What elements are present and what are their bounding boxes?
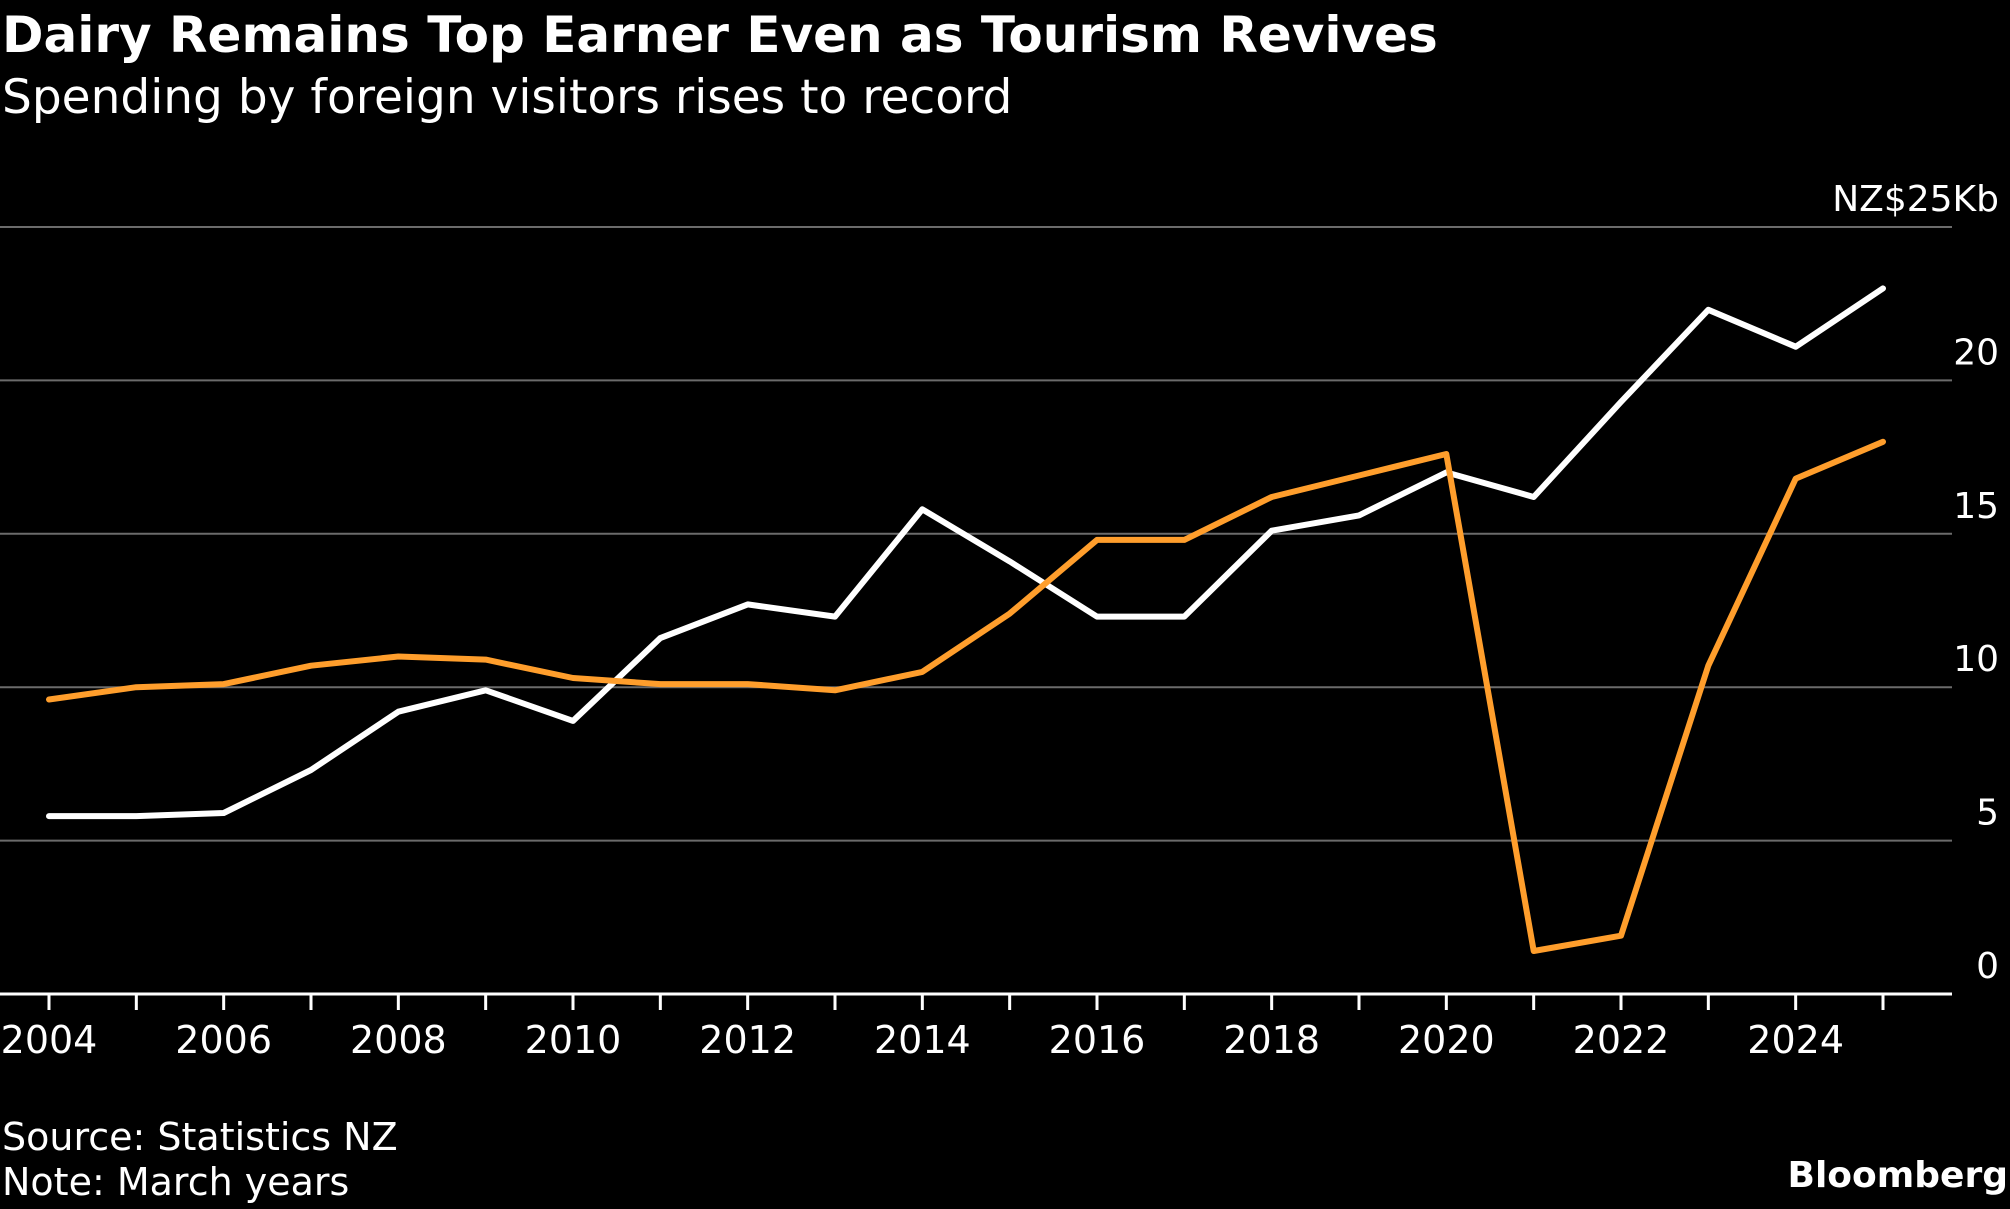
- x-axis-labels: 2004 2006 2008 2010 2012 2014 2016 2018 2020 2022…: [1, 1018, 1844, 1062]
- bloomberg-logo: Bloomberg: [1787, 1155, 2008, 1196]
- y-axis-labels: 0 5 10 15 20 NZ$25Kb: [1832, 179, 1999, 987]
- y-tick-label-0: 0: [1976, 946, 1999, 987]
- x-axis: [0, 992, 1952, 1010]
- source-note: Source: Statistics NZ: [2, 1115, 398, 1159]
- x-tick-label-2008: 2008: [350, 1018, 447, 1062]
- x-tick-label-2014: 2014: [874, 1018, 971, 1062]
- y-tick-label-20: 20: [1953, 332, 1999, 373]
- x-tick-label-2004: 2004: [1, 1018, 98, 1062]
- y-tick-label-10: 10: [1953, 639, 1999, 680]
- x-tick-label-2020: 2020: [1398, 1018, 1495, 1062]
- x-tick-label-2024: 2024: [1747, 1018, 1844, 1062]
- x-tick-label-2006: 2006: [175, 1018, 272, 1062]
- x-tick-label-2022: 2022: [1573, 1018, 1670, 1062]
- series-line-tourism: [46, 438, 1886, 954]
- y-tick-label-15: 15: [1953, 486, 1999, 527]
- chart-subtitle: Spending by foreign visitors rises to re…: [2, 70, 1013, 125]
- x-tick-label-2012: 2012: [699, 1018, 796, 1062]
- series-lines: [46, 285, 1886, 954]
- chart-title: Dairy Remains Top Earner Even as Tourism…: [2, 6, 1438, 64]
- x-tick-label-2018: 2018: [1223, 1018, 1320, 1062]
- x-tick-label-2010: 2010: [525, 1018, 622, 1062]
- footnote: Note: March years: [2, 1160, 350, 1204]
- y-tick-label-25: NZ$25Kb: [1832, 179, 1999, 220]
- gridlines: [0, 226, 1952, 842]
- series-line-dairy: [46, 285, 1886, 820]
- x-tick-label-2016: 2016: [1049, 1018, 1146, 1062]
- y-tick-label-5: 5: [1976, 793, 1999, 834]
